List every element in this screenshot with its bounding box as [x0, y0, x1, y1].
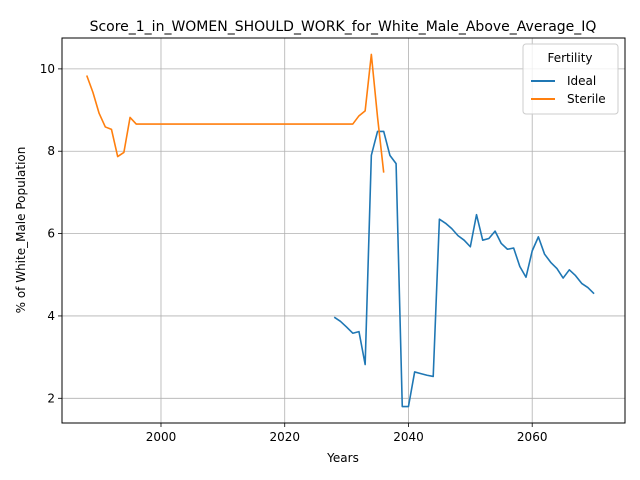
x-axis: 2000 2020 2040 2060	[146, 423, 548, 444]
legend: Fertility Ideal Sterile	[522, 43, 619, 115]
x-tick-label: 2020	[269, 430, 300, 444]
x-axis-label: Years	[326, 451, 359, 465]
y-tick-label: 6	[47, 227, 55, 241]
y-axis: 2 4 6 8 10	[40, 62, 62, 405]
series-layer	[85, 53, 595, 408]
x-tick-label: 2040	[393, 430, 424, 444]
legend-label-sterile: Sterile	[567, 92, 606, 106]
y-tick-label: 4	[47, 309, 55, 323]
y-tick-label: 2	[47, 391, 55, 405]
plot-frame	[61, 37, 626, 424]
x-tick-label: 2000	[146, 430, 177, 444]
y-axis-label: % of White_Male Population	[14, 147, 28, 314]
y-tick-label: 10	[40, 62, 55, 76]
legend-title: Fertility	[547, 51, 592, 65]
series-line-ideal	[333, 130, 595, 408]
legend-frame	[522, 43, 619, 115]
y-tick-label: 8	[47, 144, 55, 158]
chart-title: Score_1_in_WOMEN_SHOULD_WORK_for_White_M…	[90, 19, 597, 35]
x-tick-label: 2060	[517, 430, 548, 444]
series-line-sterile	[85, 53, 385, 173]
legend-label-ideal: Ideal	[567, 74, 596, 88]
